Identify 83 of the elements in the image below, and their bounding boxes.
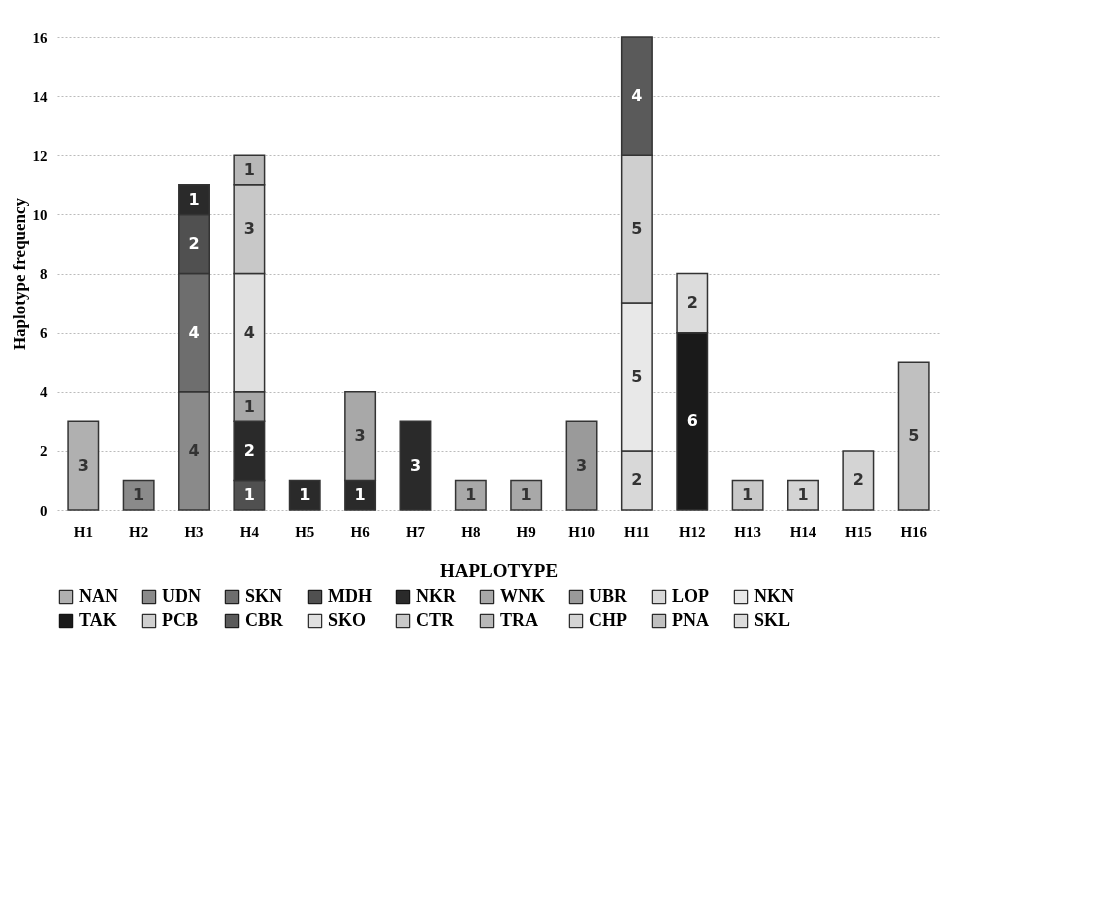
y-tick-label: 2 [40,443,48,460]
data-label: 1 [742,485,754,505]
bar [842,450,875,511]
legend-label: NAN [79,586,118,606]
bar [565,420,598,511]
bar [454,479,487,511]
legend-label: SKO [328,610,367,630]
y-tick-label: 0 [40,502,48,519]
data-label: 1 [299,485,311,505]
legend-label: UBR [589,586,628,606]
bar [731,479,764,511]
legend-label: PNA [672,610,709,630]
legend-label: NKR [416,586,457,606]
legend-label: LOP [672,586,710,606]
x-tick-label: H15 [845,523,872,540]
data-label: 2 [188,233,200,253]
x-tick-label: H4 [239,523,260,540]
legend-label: TAK [79,610,117,630]
data-label: 1 [520,485,532,505]
x-tick-label: H14 [789,523,817,540]
x-tick-label: H9 [516,523,536,540]
data-label: 4 [188,440,200,460]
legend-label: CHP [589,610,627,630]
legend-label: SKN [245,586,283,606]
legend-label: TRA [500,610,539,630]
x-tick-label: H12 [678,523,706,540]
data-label: 5 [908,426,920,446]
legend-label: NKN [754,586,794,606]
y-tick-label: 6 [40,325,48,342]
x-tick-label: H1 [73,523,93,540]
legend-label: CBR [245,610,284,630]
legend-label: UDN [162,586,201,606]
data-label: 2 [686,293,698,313]
bar [288,479,321,511]
bar [510,479,543,511]
legend-label: SKL [754,610,791,630]
data-label: 1 [354,485,366,505]
data-label: 3 [575,455,588,475]
data-label: 1 [243,485,255,505]
x-tick-label: H3 [184,523,204,540]
data-label: 3 [243,219,255,239]
data-label: 6 [686,411,698,431]
data-label: 3 [77,455,89,475]
data-label: 5 [631,366,643,386]
data-label: 2 [243,440,255,460]
y-tick-label: 4 [40,384,48,401]
data-label: 1 [243,396,255,416]
y-tick-label: 16 [32,29,48,46]
data-label: 1 [243,160,255,180]
legend-label: PCB [162,610,198,630]
legend-label: MDH [328,586,372,606]
data-label: 3 [409,455,422,475]
y-tick-label: 12 [32,147,48,164]
data-label: 1 [465,485,477,505]
x-tick-label: H11 [623,523,650,540]
legend-label: CTR [416,610,455,630]
x-tick-label: H13 [734,523,761,540]
x-tick-label: H16 [900,523,928,540]
bar [399,420,432,511]
y-tick-label: 14 [32,88,48,105]
bar [787,479,819,511]
y-tick-label: 8 [40,266,48,282]
x-tick-label: H2 [129,523,149,540]
data-label: 1 [188,189,200,209]
x-tick-label: H7 [405,523,426,540]
x-axis-title: HAPLOTYPE [439,559,559,581]
data-label: 1 [133,485,145,505]
x-tick-label: H5 [295,523,315,540]
data-label: 5 [631,219,643,239]
data-label: 1 [797,485,809,505]
data-label: 4 [243,322,255,342]
y-tick-label: 10 [32,206,48,223]
data-label: 3 [354,426,366,446]
bar [122,479,155,511]
data-label: 4 [631,86,643,106]
y-axis-title: Haplotype frequency [9,197,29,351]
data-label: 2 [631,470,643,490]
data-label: 4 [188,322,200,342]
data-label: 2 [852,470,864,490]
x-tick-label: H10 [568,523,595,540]
x-tick-label: H6 [350,523,371,540]
legend-label: WNK [500,586,545,606]
x-tick-label: H8 [461,523,481,540]
